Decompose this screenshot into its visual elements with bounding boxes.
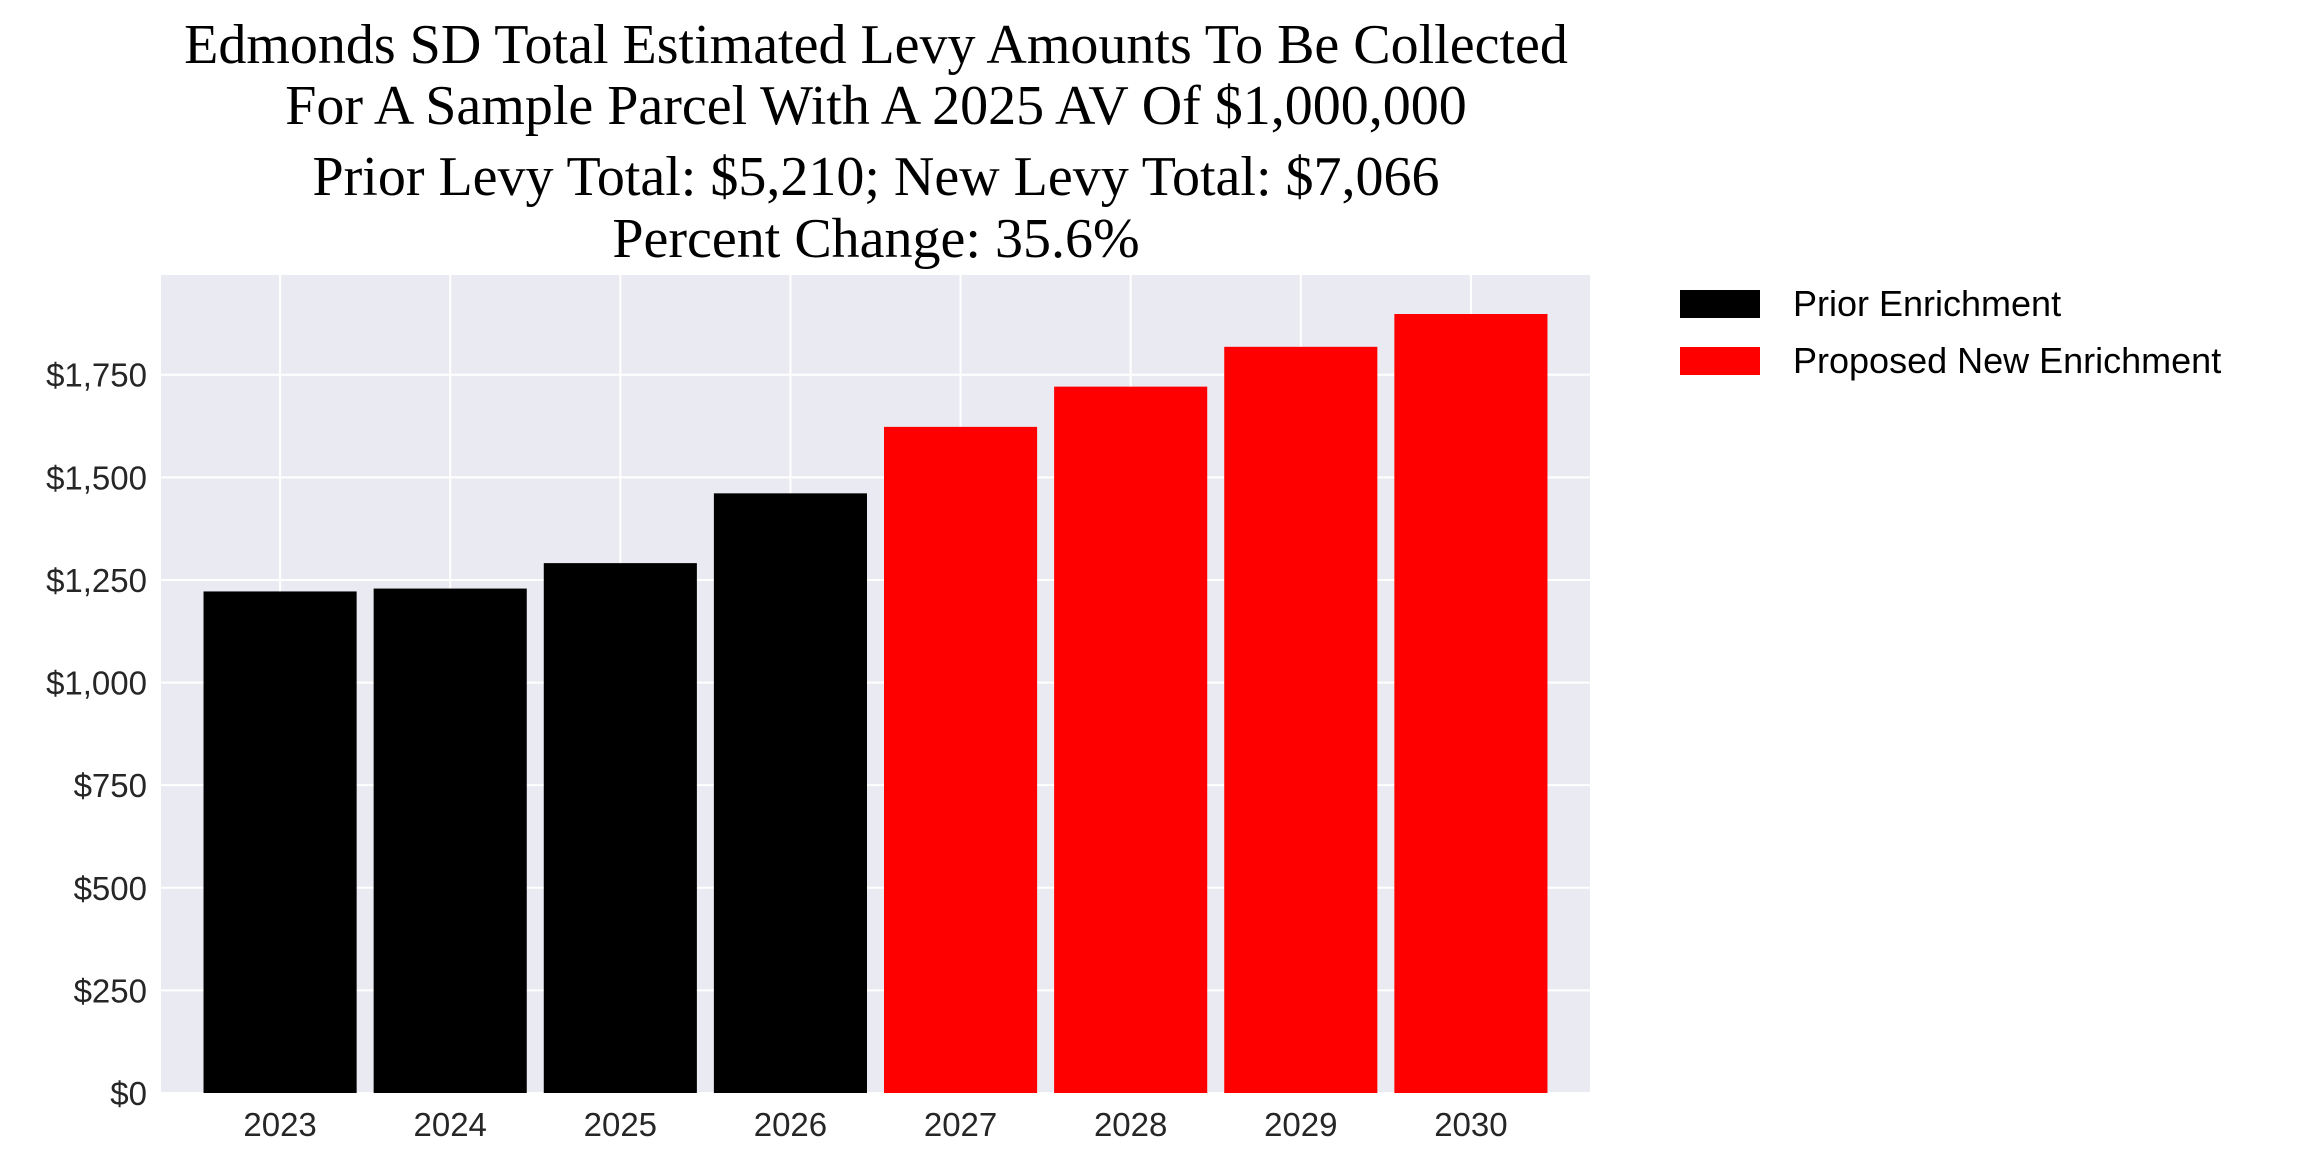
bar-2024 <box>373 588 527 1093</box>
bar-2023 <box>203 591 357 1093</box>
title-line-1: Edmonds SD Total Estimated Levy Amounts … <box>184 14 1568 76</box>
x-tick-label: 2030 <box>1434 1106 1507 1143</box>
legend-swatch-prior <box>1680 290 1760 318</box>
bar-2025 <box>543 563 697 1093</box>
y-tick-label: $0 <box>110 1075 147 1112</box>
bars <box>203 313 1548 1093</box>
legend-swatch-new <box>1680 347 1760 375</box>
bar-2030 <box>1394 313 1548 1093</box>
y-tick-label: $1,000 <box>46 665 147 702</box>
title-line-3: Prior Levy Total: $5,210; New Levy Total… <box>312 146 1439 208</box>
y-tick-label: $1,750 <box>46 357 147 394</box>
x-tick-label: 2025 <box>584 1106 657 1143</box>
title-line-4: Percent Change: 35.6% <box>612 208 1139 270</box>
x-tick-label: 2024 <box>413 1106 486 1143</box>
x-tick-labels: 2023 2024 2025 2026 2027 2028 2029 2030 <box>243 1106 1507 1143</box>
y-tick-label: $1,500 <box>46 459 147 496</box>
x-tick-label: 2026 <box>754 1106 827 1143</box>
y-tick-label: $250 <box>74 972 147 1009</box>
title-line-2: For A Sample Parcel With A 2025 AV Of $1… <box>285 75 1467 137</box>
bar-2029 <box>1224 346 1378 1093</box>
x-tick-label: 2027 <box>924 1106 997 1143</box>
x-tick-label: 2023 <box>243 1106 316 1143</box>
y-tick-label: $750 <box>74 767 147 804</box>
legend-label-prior: Prior Enrichment <box>1793 283 2061 324</box>
y-tick-label: $500 <box>74 870 147 907</box>
legend-label-new: Proposed New Enrichment <box>1793 340 2221 381</box>
chart-title: Edmonds SD Total Estimated Levy Amounts … <box>184 14 1568 270</box>
bar-2028 <box>1054 386 1208 1093</box>
x-tick-label: 2029 <box>1264 1106 1337 1143</box>
legend: Prior Enrichment Proposed New Enrichment <box>1680 283 2221 381</box>
bar-2027 <box>884 426 1038 1093</box>
y-tick-labels: $0 $250 $500 $750 $1,000 $1,250 $1,500 $1,750 <box>46 357 147 1112</box>
bar-2026 <box>713 493 867 1093</box>
x-tick-label: 2028 <box>1094 1106 1167 1143</box>
y-tick-label: $1,250 <box>46 562 147 599</box>
